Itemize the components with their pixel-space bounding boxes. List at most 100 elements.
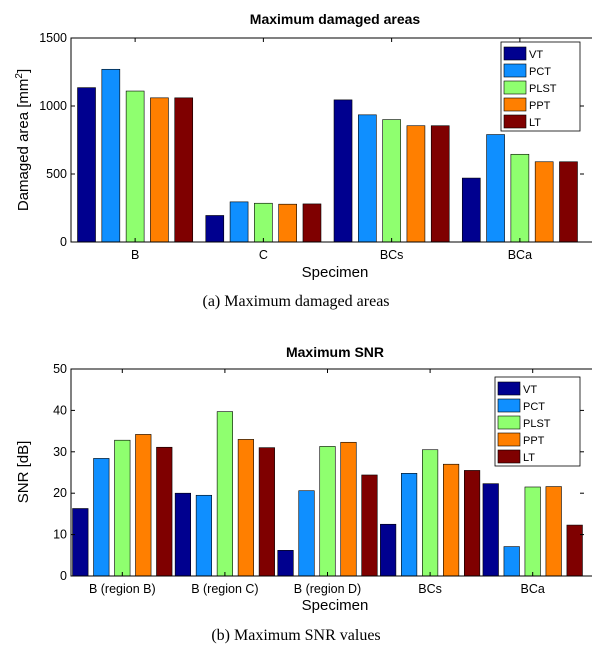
legend-label-plst: PLST [523, 418, 551, 430]
legend-label-lt: LT [523, 452, 535, 464]
bar-pct-bcs [358, 114, 377, 243]
bar-ppt-b [150, 97, 169, 243]
bar-ppt-bca [534, 161, 554, 243]
bar-lt-bcs [430, 125, 450, 243]
x-tick-label: B (region C) [191, 582, 258, 596]
bars [77, 68, 578, 243]
bar-plst-b-region-c- [216, 411, 233, 577]
y-tick-label: 30 [53, 445, 67, 459]
y-tick-label: 1500 [39, 31, 67, 45]
legend-swatch-plst [497, 415, 521, 430]
legend-label-vt: VT [523, 384, 537, 396]
chart-snr: Maximum SNR 0 10 20 30 40 50 B (region B) B (re… [15, 344, 592, 644]
legend: VT PCT PLST PPT LT [500, 41, 581, 132]
bar-lt-b-region-d- [361, 474, 378, 577]
bar-ppt-bcs [406, 125, 426, 243]
bar-vt-c [205, 215, 225, 243]
x-axis-label: Specimen [302, 264, 369, 281]
plot-frame [70, 368, 592, 577]
x-axis-label: Specimen [302, 597, 369, 614]
y-tick-label: 10 [53, 528, 67, 542]
bar-pct-b-region-c- [195, 494, 212, 577]
plot-frame [70, 37, 592, 243]
bar-vt-bcs [380, 523, 397, 577]
legend: VT PCT PLST PPT LT [494, 376, 581, 467]
legend-label-lt: LT [529, 117, 541, 129]
legend-swatch-pct [497, 398, 521, 413]
legend-swatch-ppt [503, 97, 527, 112]
bar-lt-bca [559, 161, 578, 243]
bar-plst-bcs [382, 119, 401, 243]
bar-plst-bca [524, 486, 541, 577]
caption: (a) Maximum damaged areas [202, 293, 389, 310]
y-axis-label-main: SNR [dB] [15, 441, 32, 504]
x-tick-label: B (region D) [294, 582, 361, 596]
bar-plst-bca [510, 153, 530, 243]
bar-lt-b-region-c- [258, 447, 275, 577]
x-tick-label: B (region B) [89, 582, 156, 596]
y-tick-label: 20 [53, 486, 67, 500]
bar-vt-b-region-d- [277, 550, 294, 577]
legend-label-pct: PCT [529, 66, 551, 78]
y-axis-label-main: Damaged area [mm [15, 79, 32, 212]
chart-title: Maximum damaged areas [250, 11, 421, 27]
legend-swatch-pct [503, 63, 527, 78]
bar-pct-b-region-b- [93, 458, 110, 577]
legend-label-ppt: PPT [529, 100, 551, 112]
y-tick-label: 50 [53, 362, 67, 376]
bar-lt-bcs [463, 470, 481, 577]
bar-pct-bcs [401, 473, 418, 577]
legend-swatch-ppt [497, 432, 521, 447]
bars [72, 411, 583, 577]
bar-plst-c [254, 202, 273, 243]
y-axis-label-superscript: 2 [14, 73, 25, 79]
bar-ppt-b-region-c- [237, 439, 254, 577]
legend-swatch-lt [497, 449, 521, 464]
y-tick-label: 0 [60, 235, 67, 249]
bar-pct-b [101, 68, 121, 243]
bar-lt-b [174, 97, 194, 243]
y-tick-label: 40 [53, 403, 67, 417]
legend-swatch-plst [503, 80, 527, 95]
x-tick-label: BCs [418, 582, 442, 596]
chart-damaged-areas: Maximum damaged areas 0 500 1000 1500 B C BCs B… [14, 11, 592, 310]
y-tick-label: 0 [60, 569, 67, 583]
y-axis-label-end: ] [15, 69, 32, 73]
y-tick-label: 500 [46, 167, 67, 181]
x-tick-label: BCa [508, 248, 532, 262]
y-axis-label: Damaged area [mm2] [14, 69, 32, 211]
bar-ppt-c [278, 203, 297, 243]
bar-plst-bcs [422, 449, 439, 577]
bar-ppt-b-region-b- [135, 434, 152, 577]
bar-lt-bca [566, 524, 583, 577]
chart-title: Maximum SNR [286, 344, 384, 360]
legend-swatch-vt [497, 381, 521, 396]
bar-ppt-b-region-d- [340, 441, 357, 577]
legend-label-ppt: PPT [523, 435, 545, 447]
legend-label-pct: PCT [523, 401, 545, 413]
bar-vt-b-region-b- [72, 508, 89, 577]
x-tick-label: BCa [521, 582, 545, 596]
bar-vt-bca [461, 177, 481, 243]
bar-plst-b-region-d- [319, 446, 336, 577]
bar-vt-bcs [333, 99, 353, 243]
bar-lt-b-region-b- [156, 446, 173, 577]
bar-pct-bca [486, 134, 505, 243]
bar-plst-b-region-b- [114, 439, 131, 577]
legend-label-vt: VT [529, 49, 543, 61]
bar-plst-b [125, 90, 145, 243]
legend-swatch-lt [503, 114, 527, 129]
bar-ppt-bcs [443, 463, 460, 577]
bar-pct-c [229, 201, 249, 243]
x-tick-label: C [259, 248, 268, 262]
y-tick-label: 1000 [39, 99, 67, 113]
bar-vt-b [77, 87, 96, 243]
bar-vt-b-region-c- [174, 492, 191, 577]
bar-pct-bca [503, 546, 520, 577]
y-axis-label: SNR [dB] [15, 441, 32, 504]
caption: (b) Maximum SNR values [211, 627, 380, 644]
bar-ppt-bca [545, 486, 562, 577]
bar-vt-bca [482, 483, 499, 577]
legend-label-plst: PLST [529, 83, 557, 95]
